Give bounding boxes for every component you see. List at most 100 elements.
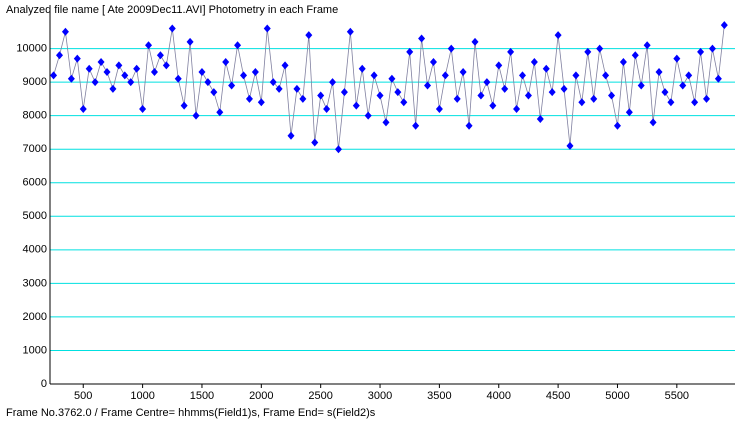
data-point	[394, 88, 402, 97]
data-point	[133, 64, 141, 73]
data-point	[67, 74, 75, 83]
data-point	[703, 94, 711, 103]
data-point	[578, 98, 586, 107]
data-point	[198, 68, 206, 77]
data-point	[228, 81, 236, 90]
data-point	[548, 88, 556, 97]
data-point	[364, 111, 372, 120]
data-point	[323, 104, 331, 113]
data-point	[685, 71, 693, 80]
data-point	[518, 71, 526, 80]
data-point	[424, 81, 432, 90]
y-tick-label: 6000	[23, 177, 47, 189]
data-point	[459, 68, 467, 77]
data-point	[234, 41, 242, 50]
data-point	[204, 78, 212, 87]
data-point	[625, 108, 633, 117]
data-point	[661, 88, 669, 97]
data-point	[465, 121, 473, 130]
data-point	[222, 57, 230, 66]
series-line	[53, 25, 725, 150]
data-point	[495, 61, 503, 70]
data-point	[55, 51, 63, 60]
data-point	[293, 84, 301, 93]
data-point	[382, 118, 390, 127]
data-point	[708, 44, 716, 53]
data-point	[370, 71, 378, 80]
data-point	[210, 88, 218, 97]
data-point	[536, 115, 544, 124]
data-point	[180, 101, 188, 110]
data-point	[121, 71, 129, 80]
data-point	[281, 61, 289, 70]
data-point	[85, 64, 93, 73]
data-point	[251, 68, 259, 77]
data-point	[275, 84, 283, 93]
data-point	[483, 78, 491, 87]
y-tick-label: 1000	[23, 344, 47, 356]
data-point	[156, 51, 164, 60]
data-point	[61, 27, 69, 36]
data-point	[667, 98, 675, 107]
data-point	[311, 138, 319, 147]
data-point	[145, 41, 153, 50]
data-point	[139, 104, 147, 113]
x-tick-label: 2000	[249, 390, 273, 402]
data-point	[447, 44, 455, 53]
data-point	[560, 84, 568, 93]
x-tick-label: 5500	[665, 390, 689, 402]
data-point	[613, 121, 621, 130]
data-point	[418, 34, 426, 43]
data-point	[305, 31, 313, 40]
data-point	[79, 104, 87, 113]
data-point	[435, 104, 443, 113]
y-tick-label: 4000	[23, 244, 47, 256]
x-tick-label: 3500	[427, 390, 451, 402]
data-point	[429, 57, 437, 66]
x-tick-label: 4500	[546, 390, 570, 402]
data-point	[73, 54, 81, 63]
data-point	[352, 101, 360, 110]
data-point	[376, 91, 384, 100]
data-point	[566, 141, 574, 150]
data-point	[513, 104, 521, 113]
data-point	[691, 98, 699, 107]
data-point	[97, 57, 105, 66]
data-point	[554, 31, 562, 40]
data-point	[501, 84, 509, 93]
data-point	[358, 64, 366, 73]
y-tick-label: 7000	[23, 143, 47, 155]
data-point	[103, 68, 111, 77]
data-point	[115, 61, 123, 70]
data-point	[524, 91, 532, 100]
y-tick-label: 0	[41, 378, 47, 390]
data-point	[317, 91, 325, 100]
data-point	[269, 78, 277, 87]
data-point	[299, 94, 307, 103]
data-point	[109, 84, 117, 93]
status-text: Frame No.3762.0 / Frame Centre= hhmms(Fi…	[6, 407, 376, 419]
data-point	[174, 74, 182, 83]
data-point	[643, 41, 651, 50]
data-point	[596, 44, 604, 53]
x-tick-label: 5000	[605, 390, 629, 402]
data-point	[150, 68, 158, 77]
x-tick-label: 1000	[130, 390, 154, 402]
data-point	[655, 68, 663, 77]
y-tick-label: 9000	[23, 76, 47, 88]
data-point	[240, 71, 248, 80]
data-point	[192, 111, 200, 120]
data-point	[263, 24, 271, 33]
data-point	[216, 108, 224, 117]
data-point	[168, 24, 176, 33]
x-tick-label: 4000	[487, 390, 511, 402]
data-point	[441, 71, 449, 80]
y-tick-label: 10000	[16, 42, 47, 54]
data-point	[631, 51, 639, 60]
y-tick-label: 2000	[23, 311, 47, 323]
data-point	[334, 145, 342, 154]
data-point	[162, 61, 170, 70]
data-point	[406, 47, 414, 56]
data-point	[287, 131, 295, 140]
